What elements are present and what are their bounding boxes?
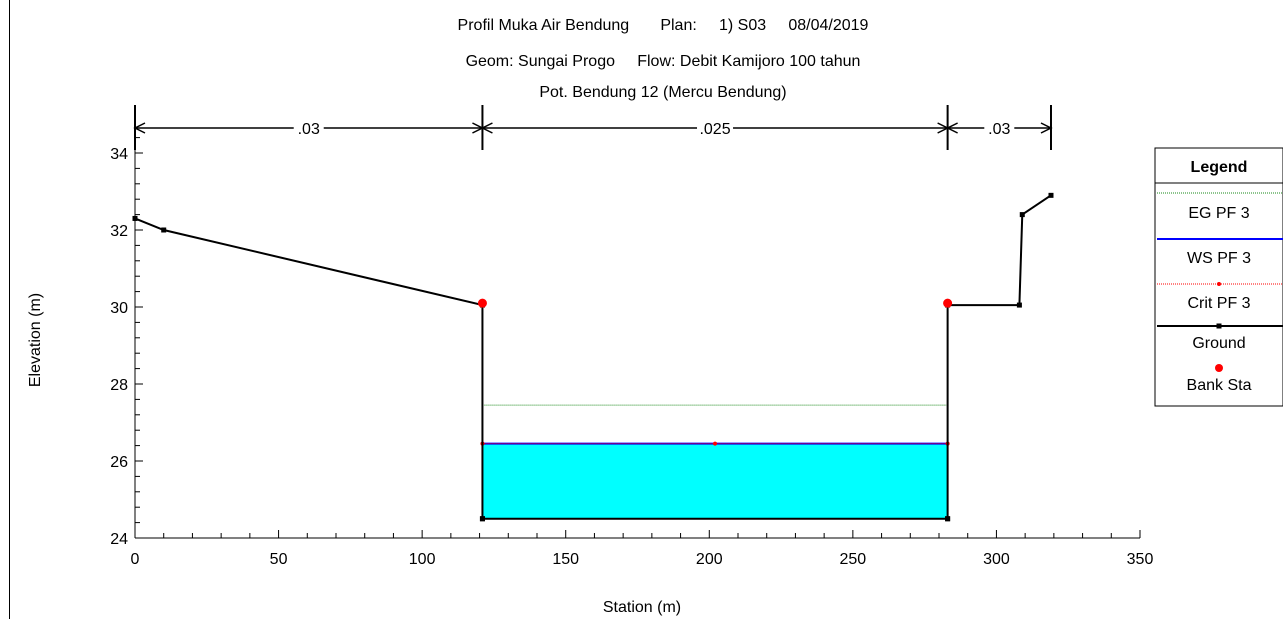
bank-sta-point xyxy=(943,298,953,308)
axes: 0 50 100 150 200 250 300 350 24 26 28 30 32 34 xyxy=(110,115,1153,568)
legend-label: WS PF 3 xyxy=(1187,250,1251,267)
legend-label: Ground xyxy=(1192,335,1245,352)
crit-pf3-point xyxy=(713,441,718,446)
ground-point xyxy=(1019,212,1025,218)
chart-title: Profil Muka Air Bendung Plan: 1) S03 08/… xyxy=(458,17,869,101)
manning-arrowhead-left xyxy=(480,122,493,134)
manning-n-label: .025 xyxy=(699,121,730,138)
x-tick-label: 300 xyxy=(983,551,1010,568)
manning-n-label: .03 xyxy=(298,121,320,138)
water-area xyxy=(482,443,948,519)
x-tick-label: 150 xyxy=(552,551,579,568)
legend: Legend EG PF 3 WS PF 3 Crit PF 3 Ground Bank … xyxy=(1154,147,1283,407)
legend-label: Bank Sta xyxy=(1187,377,1252,394)
bank-sta-point xyxy=(477,298,487,308)
manning-arrowhead-left xyxy=(945,122,958,134)
x-tick-label: 100 xyxy=(409,551,436,568)
ground-point xyxy=(1048,192,1054,198)
legend-swatch-ground-marker xyxy=(1216,323,1222,329)
y-tick-label: 30 xyxy=(110,300,128,317)
manning-n-label: .03 xyxy=(988,121,1010,138)
x-tick-label: 200 xyxy=(696,551,723,568)
legend-label: Crit PF 3 xyxy=(1187,295,1250,312)
y-axis-label: Elevation (m) xyxy=(27,293,44,387)
title-line-2: Geom: Sungai Progo Flow: Debit Kamijoro … xyxy=(466,53,861,70)
y-tick-label: 28 xyxy=(110,377,128,394)
plot-area xyxy=(132,192,1054,522)
title-line-3: Pot. Bendung 12 (Mercu Bendung) xyxy=(539,84,786,101)
x-tick-label: 0 xyxy=(131,551,140,568)
x-tick-label: 350 xyxy=(1127,551,1154,568)
x-tick-label: 250 xyxy=(840,551,867,568)
legend-label: EG PF 3 xyxy=(1188,205,1249,222)
legend-box xyxy=(1154,147,1283,407)
ground-point xyxy=(1016,302,1022,308)
legend-swatch-bank xyxy=(1215,364,1223,372)
y-tick-label: 32 xyxy=(110,223,128,240)
legend-title: Legend xyxy=(1191,159,1248,176)
x-axis-label: Station (m) xyxy=(603,599,681,616)
left-frame-border xyxy=(9,0,10,619)
y-tick-label: 34 xyxy=(110,146,128,163)
ground-point xyxy=(479,516,485,522)
y-tick-label: 24 xyxy=(110,531,128,548)
title-line-1: Profil Muka Air Bendung Plan: 1) S03 08/… xyxy=(458,17,869,34)
x-tick-label: 50 xyxy=(270,551,288,568)
legend-swatch-crit-marker xyxy=(1217,282,1221,286)
ground-point xyxy=(161,227,167,233)
manning-arrowhead-right xyxy=(1040,122,1053,134)
ground-point xyxy=(945,516,951,522)
y-tick-label: 26 xyxy=(110,454,128,471)
manning-n-annotations: .03 .025 .03 xyxy=(133,105,1053,150)
